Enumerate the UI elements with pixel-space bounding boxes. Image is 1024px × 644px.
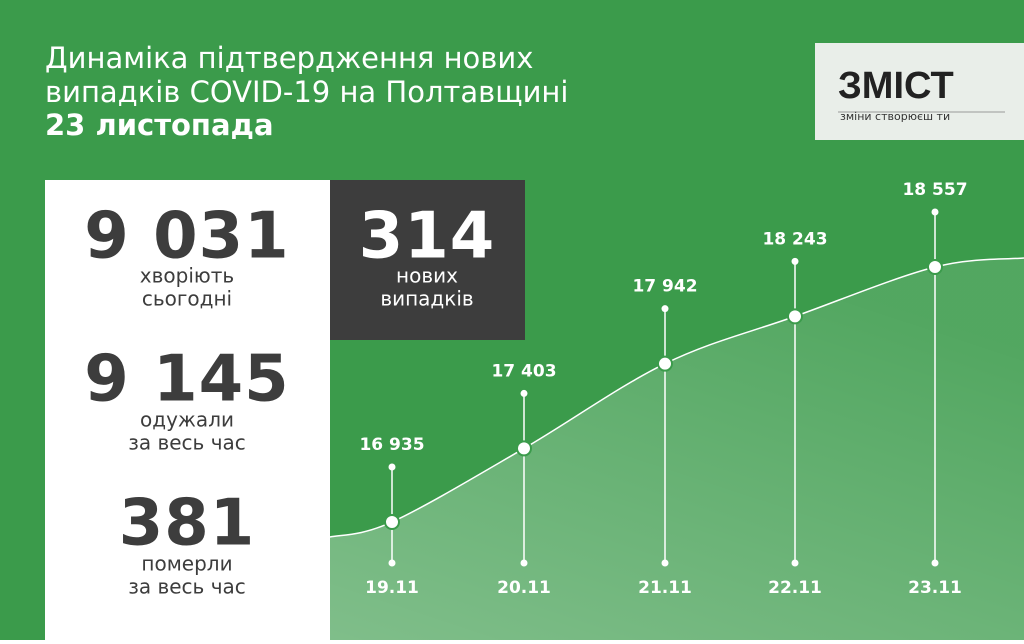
new-cases-value: 314 [359,200,496,274]
line-extension [329,521,393,538]
x-tick-label: 23.11 [908,578,962,598]
x-tick-label: 21.11 [638,578,692,598]
title-line: випадків COVID-19 на Полтавщині [45,75,568,109]
point [657,355,673,372]
title-line: Динаміка підтвердження нових [45,41,533,75]
point [516,440,532,457]
stem-dot [791,257,799,265]
stat-label: хворіють [140,264,234,288]
x-tick-label: 19.11 [365,578,419,598]
point [384,514,400,530]
stem-dot [931,559,939,567]
stat-label: сьогодні [142,287,232,311]
stat-label: одужали [140,408,234,432]
x-tick-label: 20.11 [497,578,551,598]
point [927,259,943,275]
logo-box [815,43,1024,140]
stem-dot [661,559,669,567]
chart: 16 935 19.11 17 403 20.11 17 942 21.11 18 243 2… [329,180,1024,640]
stat-value: 9 145 [84,343,289,417]
stat-value: 381 [119,487,256,561]
stem-dot [661,305,669,313]
stem-dot [388,559,396,567]
stat-value: 9 031 [84,200,289,274]
value-label: 18 557 [902,180,967,200]
stat-label: за весь час [128,431,246,455]
stat-label: померли [141,552,232,576]
logo-tagline: зміни створюєш ти [840,110,950,123]
value-label: 17 403 [491,361,556,381]
new-cases-box [330,180,525,340]
stats-panel [45,180,330,640]
stat-label: за весь час [128,575,246,599]
x-tick-label: 22.11 [768,578,822,598]
stem-dot [520,389,528,397]
logo-name: ЗМІСТ [838,65,954,107]
line-extension [934,257,1024,268]
stem-dot [520,559,528,567]
stem-dot [388,463,396,471]
stem-dot [931,208,939,216]
new-cases-label: випадків [380,287,473,311]
date: 23 листопада [45,108,274,142]
new-cases-label: нових [396,264,458,288]
area [330,258,1024,640]
value-label: 18 243 [762,229,827,249]
value-label: 17 942 [632,277,697,297]
point [787,308,803,325]
stem-dot [791,559,799,567]
value-label: 16 935 [359,435,424,455]
